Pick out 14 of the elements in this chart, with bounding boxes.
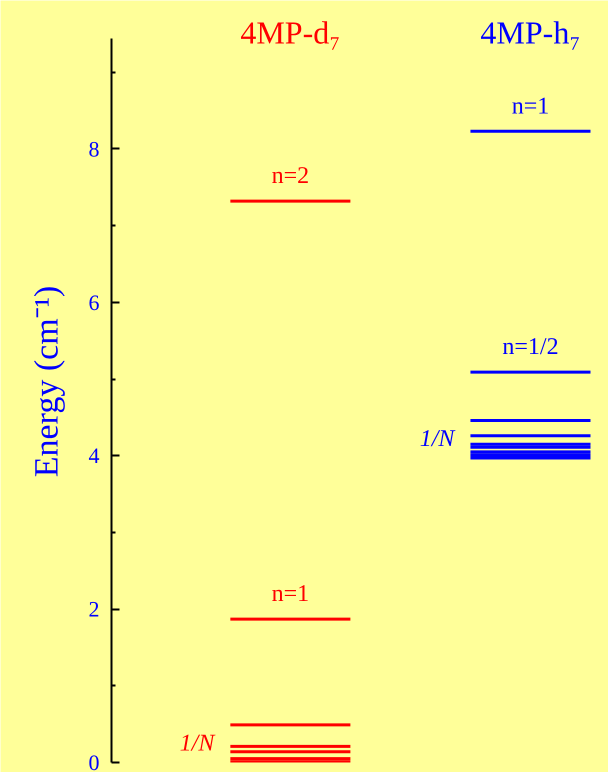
y-tick-label: 2 xyxy=(88,596,100,622)
annotation: 1/N xyxy=(420,426,456,452)
y-axis-title: Energy (cm⁻¹) xyxy=(28,286,66,478)
y-tick-label: 0 xyxy=(88,750,100,772)
annotation: 1/N xyxy=(180,730,216,756)
series-label: n=1 xyxy=(512,93,550,120)
y-tick-label: 8 xyxy=(88,136,100,162)
series-label: n=1 xyxy=(272,581,310,608)
y-tick-label: 6 xyxy=(88,290,100,315)
series-label: n=1/2 xyxy=(502,334,559,360)
y-tick-label: 4 xyxy=(88,443,100,468)
x-tick-label: 4MP-d₇ xyxy=(240,14,340,50)
series-label: n=2 xyxy=(272,163,310,190)
x-tick-label: 4MP-h₇ xyxy=(480,14,580,50)
